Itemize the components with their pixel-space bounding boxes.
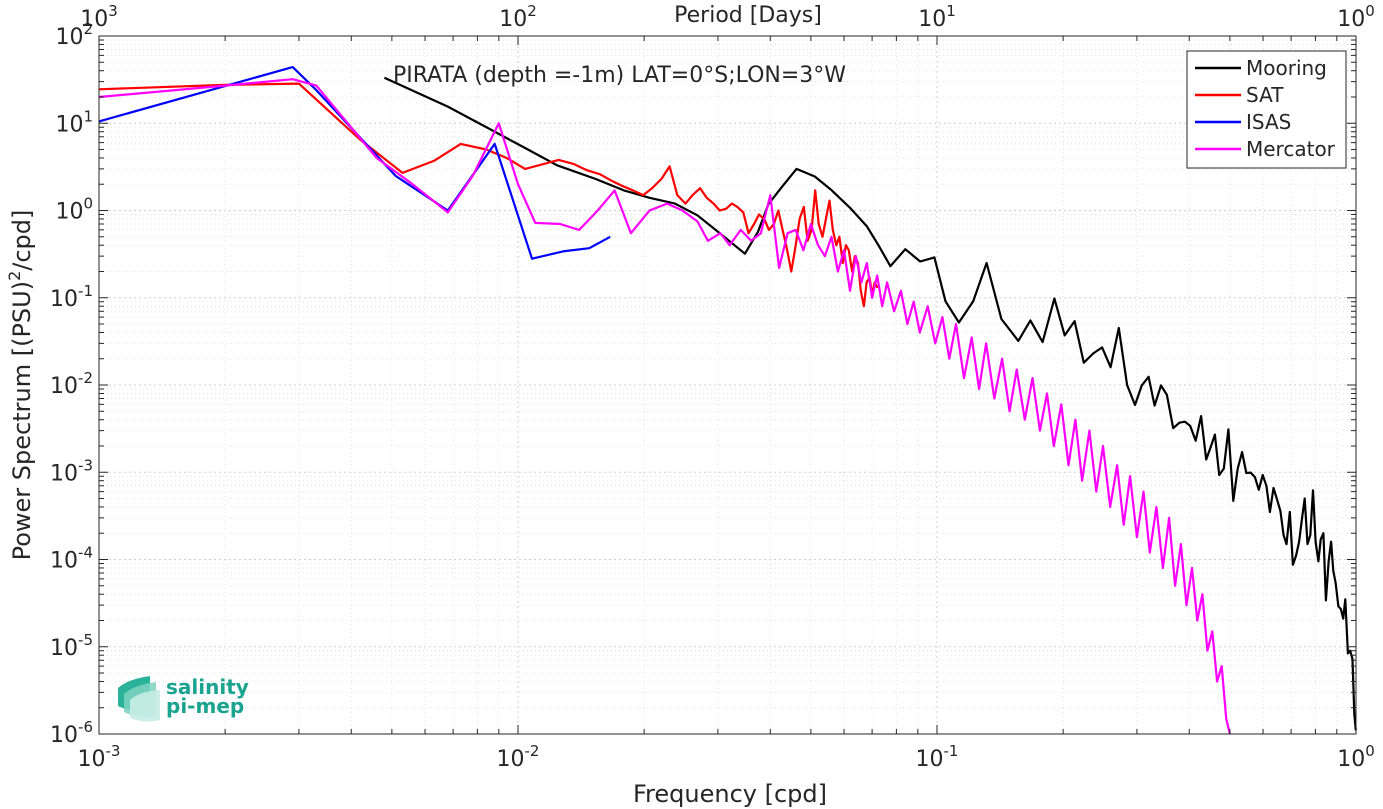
- x-tick-label: 10-3: [78, 742, 121, 772]
- x-tick-label: 10-2: [497, 742, 540, 772]
- y-axis-label: Power Spectrum [(PSU)2/cpd]: [5, 210, 36, 561]
- x-tick-label: 100: [1337, 742, 1375, 772]
- legend-items: Mooring SAT ISAS Mercator: [1195, 56, 1336, 161]
- y-axis-label-main: Power Spectrum [(PSU): [8, 281, 36, 560]
- y-tick-label: 10-1: [50, 282, 93, 312]
- y-tick-label: 10-2: [50, 369, 93, 399]
- y-tick-label: 10-3: [50, 456, 93, 486]
- series-line-mooring: [383, 76, 1357, 731]
- y-tick-label: 10-5: [50, 631, 93, 661]
- top-tick-label: 102: [499, 2, 537, 32]
- legend-label-isas: ISAS: [1246, 110, 1291, 134]
- legend: Mooring SAT ISAS Mercator: [1186, 50, 1347, 169]
- grid-lines: [98, 36, 1356, 735]
- logo-waves-icon: [118, 676, 160, 722]
- logo-text-pimep: pi-mep: [166, 694, 244, 718]
- legend-label-sat: SAT: [1246, 83, 1284, 107]
- y-tick-label: 101: [55, 107, 93, 137]
- top-axis-label: Period [Days]: [674, 3, 822, 28]
- series-layer: [98, 65, 1357, 735]
- x-axis-label: Frequency [cpd]: [633, 780, 827, 808]
- top-tick-label: 101: [918, 2, 956, 32]
- y-tick-label: 10-4: [50, 544, 93, 574]
- x-tick-label: 10-1: [916, 742, 959, 772]
- y-tick-label: 10-6: [50, 718, 93, 748]
- legend-label-mooring: Mooring: [1246, 56, 1327, 80]
- salinity-pimep-logo: salinity pi-mep: [118, 675, 249, 722]
- pirata-annotation: PIRATA (depth =-1m) LAT=0°S;LON=3°W: [393, 63, 846, 88]
- axis-ticks: [98, 36, 1356, 735]
- y-tick-label: 100: [55, 195, 93, 225]
- y-axis-label-tail: /cpd]: [8, 210, 36, 271]
- y-tick-label: 102: [55, 20, 93, 50]
- y-axis-label-sup: 2: [5, 271, 24, 281]
- legend-label-mercator: Mercator: [1246, 137, 1336, 161]
- logo-text-salinity: salinity: [166, 675, 249, 699]
- series-line-mercator: [98, 78, 1231, 735]
- top-tick-label: 103: [80, 2, 118, 32]
- top-tick-label: 100: [1337, 2, 1375, 32]
